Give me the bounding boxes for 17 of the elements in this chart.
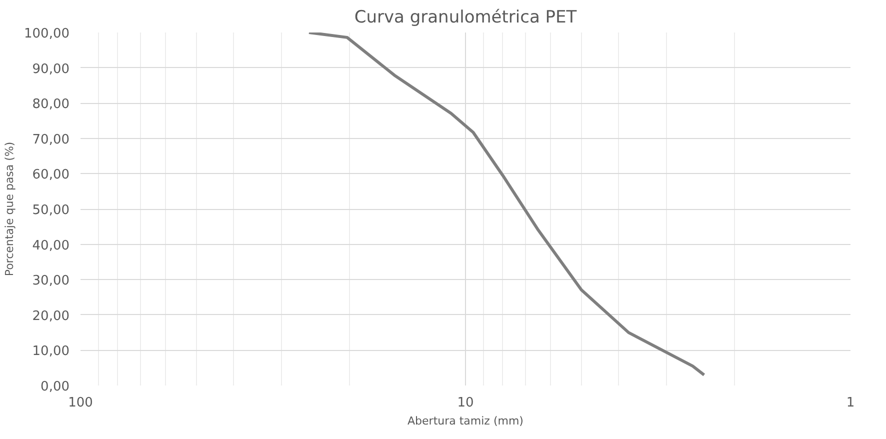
chart-title: Curva granulométrica PET: [354, 8, 578, 28]
y-tick-label: 20,00: [32, 308, 70, 324]
x-tick-label: 1: [846, 396, 855, 410]
y-tick-label: 40,00: [32, 238, 70, 254]
y-axis-title: Porcentaje que pasa (%): [3, 142, 16, 276]
y-tick-label: 60,00: [32, 168, 70, 183]
y-tick-label: 80,00: [32, 97, 70, 112]
y-tick-label: 50,00: [32, 203, 70, 218]
x-tick-label: 10: [457, 396, 474, 410]
x-tick-label: 100: [68, 396, 93, 410]
y-tick-label: 70,00: [32, 132, 70, 148]
y-tick-label: 90,00: [32, 62, 70, 77]
y-tick-label: 0,00: [40, 380, 70, 394]
y-tick-label: 100,00: [24, 26, 70, 42]
y-tick-label: 10,00: [32, 344, 70, 360]
x-axis-title: Abertura tamiz (mm): [408, 414, 524, 428]
y-tick-label: 30,00: [32, 274, 70, 289]
